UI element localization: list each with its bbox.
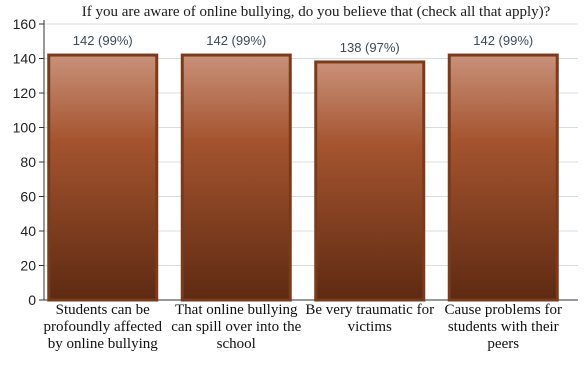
x-tick-label: That online bullying can spill over into… — [169, 302, 303, 353]
y-tick-label: 140 — [13, 51, 37, 67]
data-label: 142 (99%) — [206, 33, 266, 48]
y-tick-label: 60 — [20, 189, 36, 205]
data-label: 142 (99%) — [73, 33, 133, 48]
data-label: 142 (99%) — [473, 33, 533, 48]
y-tick-label: 100 — [13, 120, 37, 136]
y-tick-label: 160 — [13, 16, 37, 32]
bar — [316, 62, 424, 300]
y-tick-label: 80 — [20, 154, 36, 170]
y-tick-label: 40 — [20, 223, 36, 239]
data-labels: 142 (99%) 142 (99%) 138 (97%) 142 (99%) — [73, 33, 533, 55]
bar — [449, 55, 557, 300]
data-label: 138 (97%) — [340, 40, 400, 55]
bars — [49, 55, 558, 300]
x-tick-label: Cause problems for students with their p… — [436, 302, 570, 353]
y-tick-label: 120 — [13, 85, 37, 101]
y-tick-label: 20 — [20, 258, 36, 274]
x-tick-label: Be very traumatic for victims — [303, 302, 437, 336]
x-tick-label: Students can be profoundly affected by o… — [36, 302, 170, 353]
bar — [182, 55, 290, 300]
bar — [49, 55, 157, 300]
